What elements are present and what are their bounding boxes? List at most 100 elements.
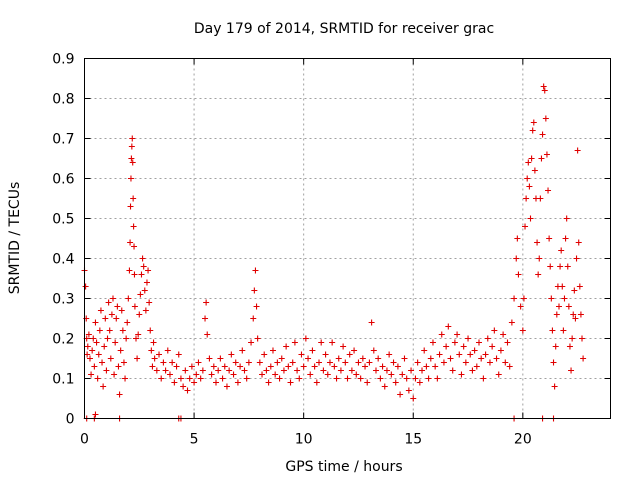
data-point (145, 267, 152, 274)
data-point (390, 359, 397, 366)
data-point (177, 375, 184, 382)
data-point (542, 115, 549, 122)
data-point (514, 235, 521, 242)
data-point (131, 303, 138, 310)
data-point (108, 311, 115, 318)
data-point (162, 367, 169, 374)
data-point (239, 347, 246, 354)
data-point (197, 375, 204, 382)
data-point (267, 363, 274, 370)
y-tick-label: 0.3 (52, 292, 74, 308)
data-point (175, 351, 182, 358)
x-tick-label: 0 (80, 432, 89, 448)
data-point (545, 187, 552, 194)
data-point (274, 359, 281, 366)
data-point (322, 351, 329, 358)
data-point (566, 343, 573, 350)
data-point (119, 327, 126, 334)
data-point (180, 383, 187, 390)
data-point (141, 287, 148, 294)
data-point (173, 363, 180, 370)
data-point (94, 375, 101, 382)
data-point (101, 343, 108, 350)
data-point (419, 367, 426, 374)
data-point (113, 315, 120, 322)
data-point (344, 375, 351, 382)
data-point (538, 155, 545, 162)
data-point (364, 379, 371, 386)
data-point (289, 359, 296, 366)
data-point (519, 327, 526, 334)
data-point (410, 395, 417, 402)
data-point (511, 295, 518, 302)
data-point (504, 339, 511, 346)
data-point (82, 283, 89, 290)
data-point (92, 319, 99, 326)
data-point (353, 371, 360, 378)
chart-title: Day 179 of 2014, SRMTID for receiver gra… (194, 21, 494, 37)
data-point (195, 359, 202, 366)
data-point (184, 387, 191, 394)
data-point (547, 263, 554, 270)
data-point (147, 327, 154, 334)
data-point (193, 371, 200, 378)
data-point (537, 195, 544, 202)
data-point (394, 363, 401, 370)
data-point (124, 319, 131, 326)
data-point (386, 351, 393, 358)
data-point (331, 363, 338, 370)
data-point (153, 367, 160, 374)
data-point (298, 351, 305, 358)
data-point (572, 315, 579, 322)
data-point (263, 367, 270, 374)
data-point (476, 339, 482, 346)
data-point (523, 195, 530, 202)
data-point (526, 183, 533, 190)
data-point (115, 363, 122, 370)
data-point (272, 371, 279, 378)
data-point (333, 375, 340, 382)
data-point (559, 283, 566, 290)
data-point (383, 367, 390, 374)
data-point (540, 83, 547, 90)
data-point (557, 263, 564, 270)
data-point (160, 359, 167, 366)
data-point (130, 223, 137, 230)
data-point (150, 339, 157, 346)
data-point (316, 359, 323, 366)
data-point (502, 359, 509, 366)
data-point (300, 363, 307, 370)
data-point (530, 119, 537, 126)
data-point (346, 351, 353, 358)
data-point (568, 367, 575, 374)
data-point (388, 371, 395, 378)
data-point (129, 135, 136, 142)
data-point (129, 159, 136, 166)
data-point (287, 379, 294, 386)
data-point (539, 131, 546, 138)
data-point (84, 343, 91, 350)
data-point (169, 359, 176, 366)
data-point (440, 359, 447, 366)
data-point (579, 335, 586, 342)
data-point (111, 371, 118, 378)
x-tick-label: 15 (404, 432, 422, 448)
data-point (447, 355, 454, 362)
data-point (311, 363, 318, 370)
data-point (550, 359, 557, 366)
data-point (250, 315, 257, 322)
y-tick-label: 0 (66, 412, 75, 428)
data-point (232, 359, 239, 366)
data-point (527, 215, 534, 222)
data-point (531, 167, 538, 174)
data-point (253, 303, 260, 310)
data-point (226, 367, 233, 374)
data-point (206, 355, 213, 362)
data-point (230, 371, 237, 378)
data-point (296, 375, 303, 382)
data-points (81, 83, 587, 422)
data-point (125, 295, 132, 302)
data-point (106, 327, 113, 334)
data-point (432, 363, 439, 370)
